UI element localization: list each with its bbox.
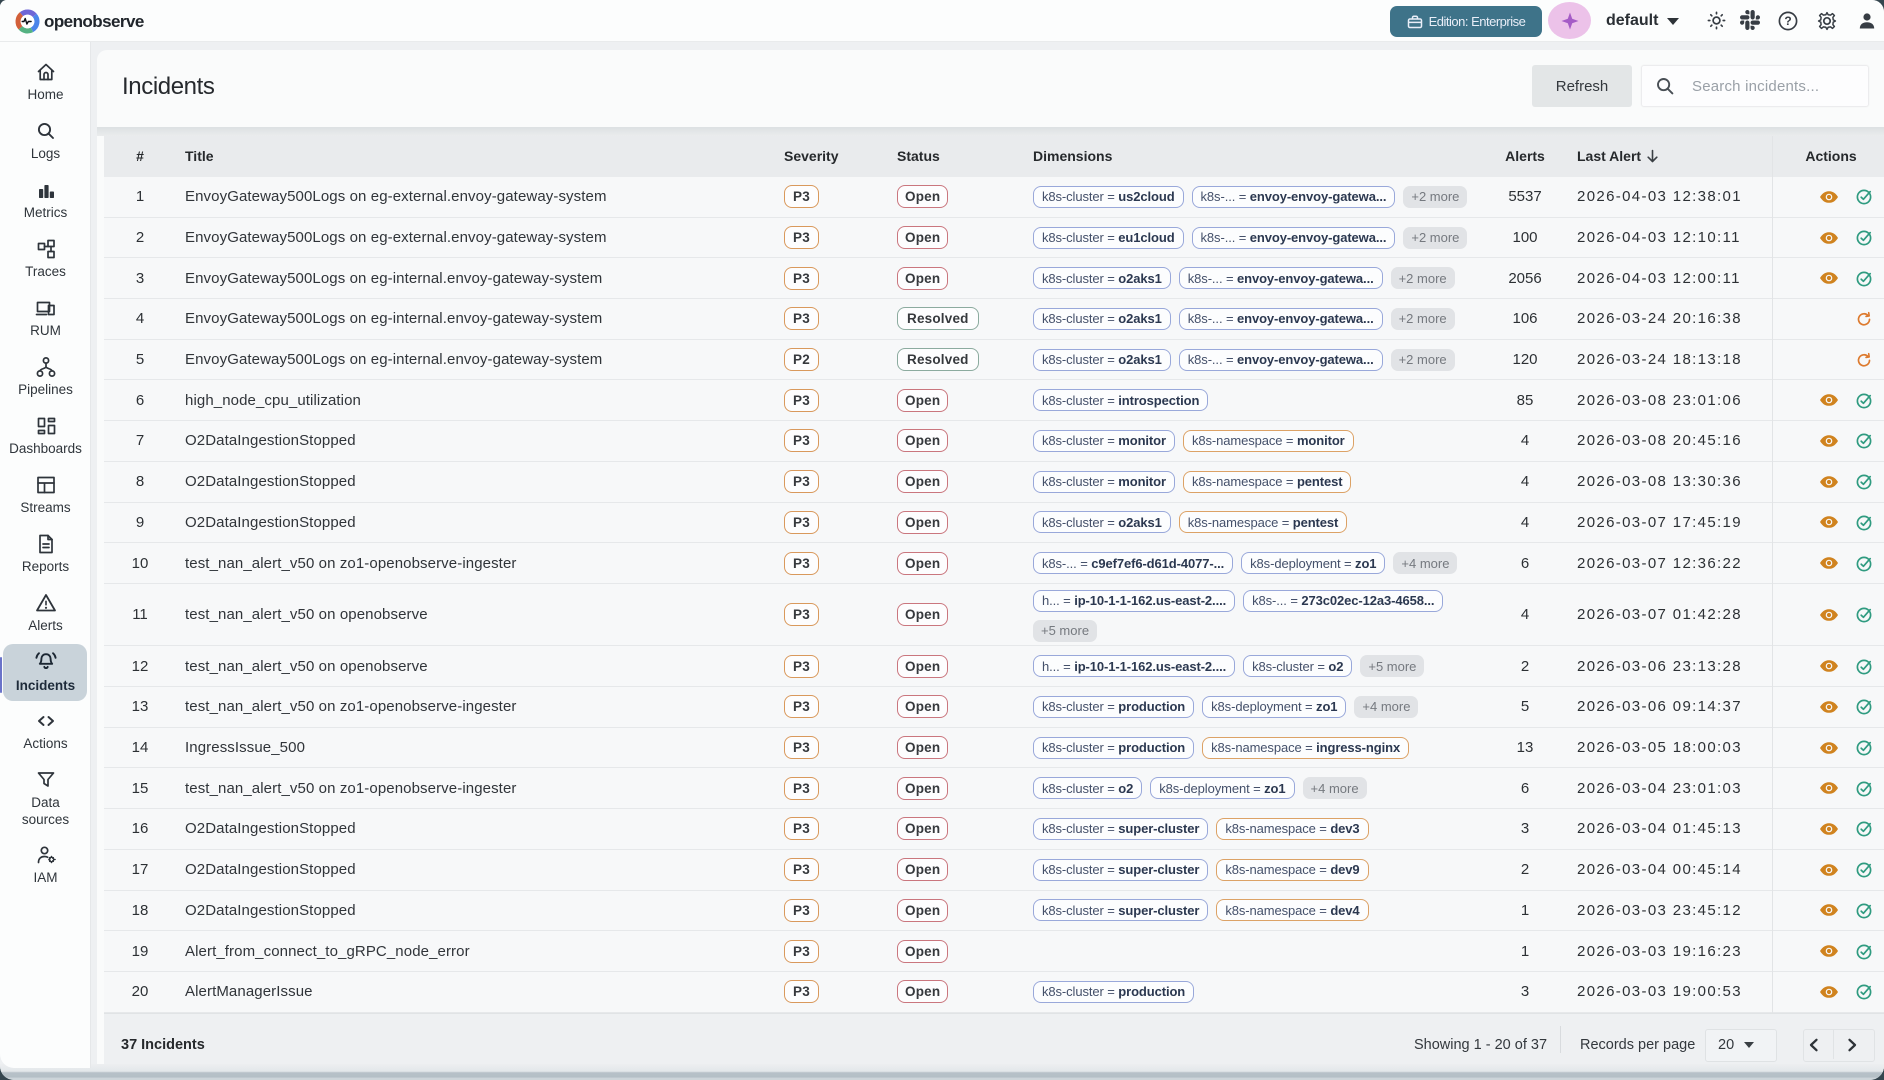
- svg-text:?: ?: [1784, 14, 1791, 28]
